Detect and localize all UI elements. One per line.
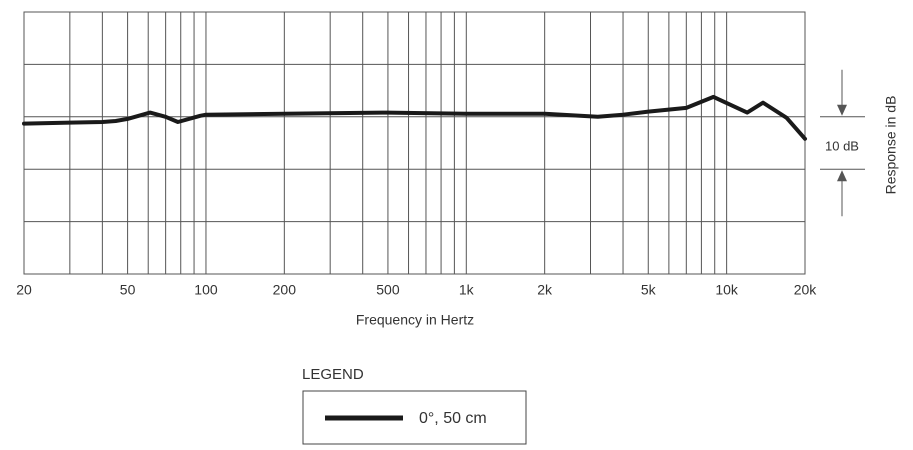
x-tick-label: 100 bbox=[194, 282, 218, 298]
x-tick-label: 50 bbox=[120, 282, 136, 298]
annotation-arrowhead bbox=[837, 104, 847, 116]
x-tick-label: 200 bbox=[273, 282, 297, 298]
x-tick-label: 20k bbox=[794, 282, 818, 298]
legend-label: 0°, 50 cm bbox=[419, 410, 487, 427]
legend-box bbox=[302, 390, 527, 445]
x-tick-label: 10k bbox=[715, 282, 739, 298]
annotation: 10 dB bbox=[825, 138, 859, 153]
x-axis-label: Frequency in Hertz bbox=[356, 312, 474, 328]
x-tick-label: 500 bbox=[376, 282, 400, 298]
x-tick-label: 1k bbox=[459, 282, 475, 298]
x-tick-label: 5k bbox=[641, 282, 657, 298]
legend-title: LEGEND bbox=[302, 366, 364, 383]
plot-frame bbox=[23, 11, 806, 275]
data-line bbox=[22, 94, 807, 141]
x-tick-label: 2k bbox=[537, 282, 553, 298]
y-axis-label: Response in dB bbox=[883, 96, 899, 195]
x-tick-label: 20 bbox=[16, 282, 32, 298]
annotation-arrowhead bbox=[837, 170, 847, 182]
